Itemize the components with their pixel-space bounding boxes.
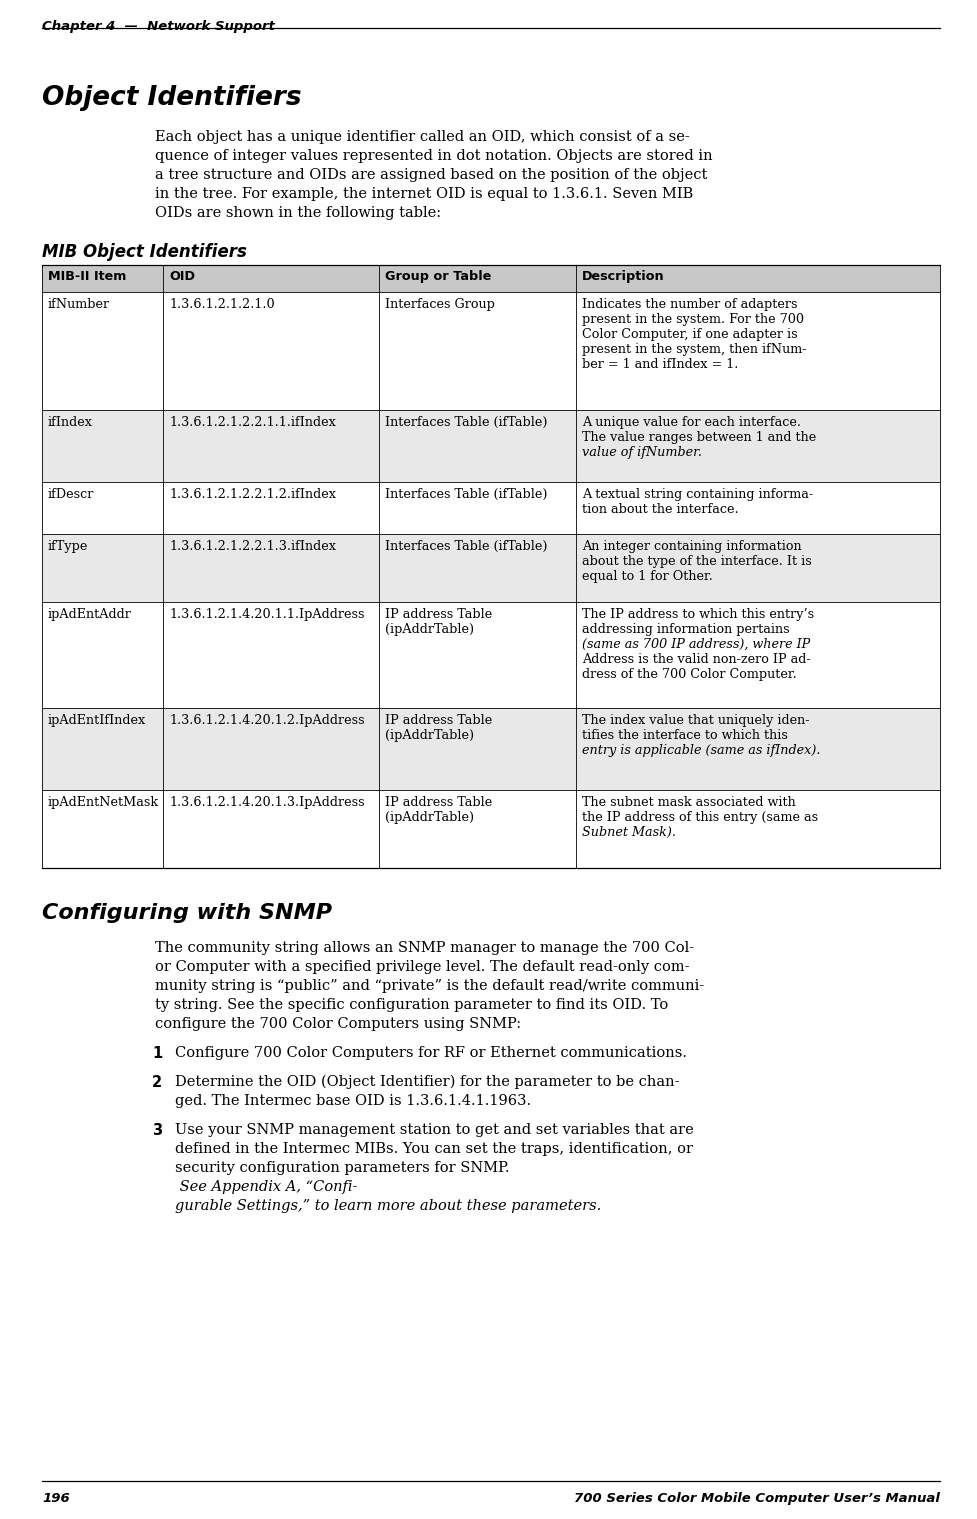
Text: OID: OID <box>169 270 195 283</box>
Text: quence of integer values represented in dot notation. Objects are stored in: quence of integer values represented in … <box>155 149 712 163</box>
Text: ged. The Intermec base OID is 1.3.6.1.4.1.1963.: ged. The Intermec base OID is 1.3.6.1.4.… <box>175 1094 531 1107</box>
Text: A unique value for each interface.: A unique value for each interface. <box>582 416 801 428</box>
Text: Object Identifiers: Object Identifiers <box>42 85 302 111</box>
Text: Interfaces Table (ifTable): Interfaces Table (ifTable) <box>385 416 547 428</box>
Text: configure the 700 Color Computers using SNMP:: configure the 700 Color Computers using … <box>155 1018 521 1031</box>
Text: tifies the interface to which this: tifies the interface to which this <box>582 729 788 741</box>
Text: The subnet mask associated with: The subnet mask associated with <box>582 796 796 810</box>
Text: dress of the 700 Color Computer.: dress of the 700 Color Computer. <box>582 668 797 681</box>
Text: An integer containing information: An integer containing information <box>582 539 802 553</box>
Text: Determine the OID (Object Identifier) for the parameter to be chan-: Determine the OID (Object Identifier) fo… <box>175 1075 679 1089</box>
Text: Configure 700 Color Computers for RF or Ethernet communications.: Configure 700 Color Computers for RF or … <box>175 1047 687 1060</box>
Text: The IP address to which this entry’s: The IP address to which this entry’s <box>582 608 815 621</box>
Text: ber = 1 and ifIndex = 1.: ber = 1 and ifIndex = 1. <box>582 358 739 371</box>
Text: IP address Table: IP address Table <box>385 608 492 621</box>
Text: Interfaces Table (ifTable): Interfaces Table (ifTable) <box>385 539 547 553</box>
Bar <box>42 535 940 602</box>
Text: ty string. See the specific configuration parameter to find its OID. To: ty string. See the specific configuratio… <box>155 998 668 1012</box>
Text: ipAdEntAddr: ipAdEntAddr <box>48 608 132 621</box>
Text: a tree structure and OIDs are assigned based on the position of the object: a tree structure and OIDs are assigned b… <box>155 169 707 182</box>
Text: ipAdEntNetMask: ipAdEntNetMask <box>48 796 159 810</box>
Text: 1.3.6.1.2.1.2.2.1.1.ifIndex: 1.3.6.1.2.1.2.2.1.1.ifIndex <box>169 416 336 428</box>
Text: 1.3.6.1.2.1.4.20.1.2.IpAddress: 1.3.6.1.2.1.4.20.1.2.IpAddress <box>169 714 364 728</box>
Bar <box>42 790 940 867</box>
Text: equal to 1 for Other.: equal to 1 for Other. <box>582 570 713 583</box>
Bar <box>42 264 940 292</box>
Text: Group or Table: Group or Table <box>385 270 491 283</box>
Text: 3: 3 <box>152 1123 162 1138</box>
Text: Subnet Mask).: Subnet Mask). <box>582 826 676 838</box>
Bar <box>42 602 940 708</box>
Text: MIB-II Item: MIB-II Item <box>48 270 126 283</box>
Text: ifDescr: ifDescr <box>48 488 95 501</box>
Text: ifNumber: ifNumber <box>48 298 110 311</box>
Text: Use your SNMP management station to get and set variables that are: Use your SNMP management station to get … <box>175 1123 694 1138</box>
Text: See Appendix A, “Confi-: See Appendix A, “Confi- <box>175 1180 358 1194</box>
Text: Each object has a unique identifier called an OID, which consist of a se-: Each object has a unique identifier call… <box>155 131 690 144</box>
Text: IP address Table: IP address Table <box>385 796 492 810</box>
Text: The value ranges between 1 and the: The value ranges between 1 and the <box>582 431 817 444</box>
Text: The community string allows an SNMP manager to manage the 700 Col-: The community string allows an SNMP mana… <box>155 940 694 955</box>
Text: ifType: ifType <box>48 539 88 553</box>
Text: in the tree. For example, the internet OID is equal to 1.3.6.1. Seven MIB: in the tree. For example, the internet O… <box>155 187 694 201</box>
Text: OIDs are shown in the following table:: OIDs are shown in the following table: <box>155 207 442 220</box>
Text: Color Computer, if one adapter is: Color Computer, if one adapter is <box>582 328 798 340</box>
Text: (ipAddrTable): (ipAddrTable) <box>385 811 474 823</box>
Text: present in the system, then ifNum-: present in the system, then ifNum- <box>582 343 807 355</box>
Bar <box>42 708 940 790</box>
Text: addressing information pertains: addressing information pertains <box>582 623 790 636</box>
Text: Configuring with SNMP: Configuring with SNMP <box>42 902 332 924</box>
Text: 1.3.6.1.2.1.2.1.0: 1.3.6.1.2.1.2.1.0 <box>169 298 275 311</box>
Text: MIB Object Identifiers: MIB Object Identifiers <box>42 243 247 261</box>
Text: (ipAddrTable): (ipAddrTable) <box>385 729 474 741</box>
Text: about the type of the interface. It is: about the type of the interface. It is <box>582 554 812 568</box>
Text: ifIndex: ifIndex <box>48 416 93 428</box>
Text: security configuration parameters for SNMP.: security configuration parameters for SN… <box>175 1161 509 1176</box>
Text: gurable Settings,” to learn more about these parameters.: gurable Settings,” to learn more about t… <box>175 1198 601 1214</box>
Text: 1.3.6.1.2.1.4.20.1.1.IpAddress: 1.3.6.1.2.1.4.20.1.1.IpAddress <box>169 608 364 621</box>
Text: munity string is “public” and “private” is the default read/write communi-: munity string is “public” and “private” … <box>155 980 704 993</box>
Text: Indicates the number of adapters: Indicates the number of adapters <box>582 298 798 311</box>
Text: (ipAddrTable): (ipAddrTable) <box>385 623 474 636</box>
Text: present in the system. For the 700: present in the system. For the 700 <box>582 313 804 327</box>
Text: entry is applicable (same as ifIndex).: entry is applicable (same as ifIndex). <box>582 744 821 756</box>
Text: The index value that uniquely iden-: The index value that uniquely iden- <box>582 714 810 728</box>
Text: 1: 1 <box>152 1047 162 1060</box>
Text: 1.3.6.1.2.1.4.20.1.3.IpAddress: 1.3.6.1.2.1.4.20.1.3.IpAddress <box>169 796 364 810</box>
Text: ipAdEntIfIndex: ipAdEntIfIndex <box>48 714 147 728</box>
Text: Description: Description <box>582 270 665 283</box>
Text: 2: 2 <box>152 1075 162 1091</box>
Text: A textual string containing informa-: A textual string containing informa- <box>582 488 814 501</box>
Text: Interfaces Group: Interfaces Group <box>385 298 494 311</box>
Text: Chapter 4  —  Network Support: Chapter 4 — Network Support <box>42 20 275 33</box>
Text: 1.3.6.1.2.1.2.2.1.2.ifIndex: 1.3.6.1.2.1.2.2.1.2.ifIndex <box>169 488 336 501</box>
Bar <box>42 410 940 482</box>
Text: defined in the Intermec MIBs. You can set the traps, identification, or: defined in the Intermec MIBs. You can se… <box>175 1142 693 1156</box>
Text: or Computer with a specified privilege level. The default read-only com-: or Computer with a specified privilege l… <box>155 960 690 974</box>
Text: the IP address of this entry (same as: the IP address of this entry (same as <box>582 811 819 823</box>
Text: Address is the valid non-zero IP ad-: Address is the valid non-zero IP ad- <box>582 653 811 665</box>
Text: Interfaces Table (ifTable): Interfaces Table (ifTable) <box>385 488 547 501</box>
Bar <box>42 292 940 410</box>
Text: 1.3.6.1.2.1.2.2.1.3.ifIndex: 1.3.6.1.2.1.2.2.1.3.ifIndex <box>169 539 336 553</box>
Text: tion about the interface.: tion about the interface. <box>582 503 739 516</box>
Text: 196: 196 <box>42 1492 69 1505</box>
Text: IP address Table: IP address Table <box>385 714 492 728</box>
Text: (same as 700 IP address), where IP: (same as 700 IP address), where IP <box>582 638 811 652</box>
Text: 700 Series Color Mobile Computer User’s Manual: 700 Series Color Mobile Computer User’s … <box>574 1492 940 1505</box>
Bar <box>42 482 940 535</box>
Text: value of ​ifNumber.: value of ​ifNumber. <box>582 447 702 459</box>
